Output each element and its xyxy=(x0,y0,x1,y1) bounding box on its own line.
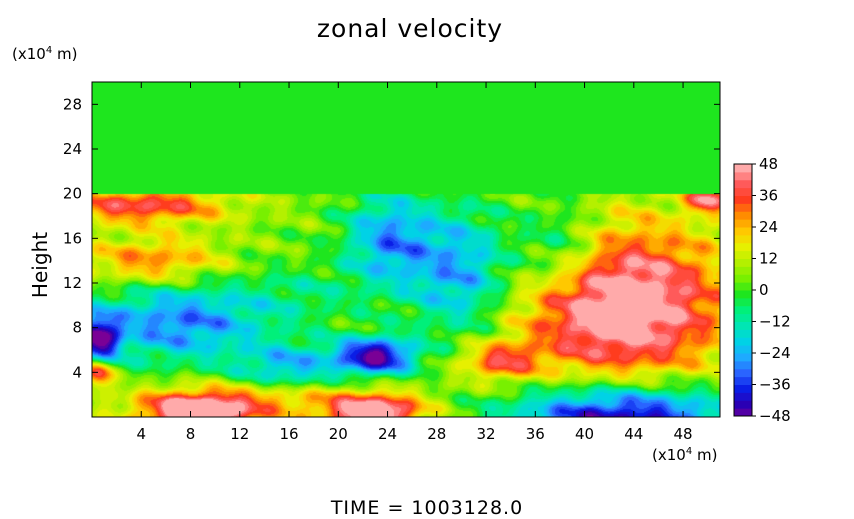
x-tick-label: 20 xyxy=(329,425,348,443)
x-tick-label: 12 xyxy=(230,425,249,443)
colorbar-band xyxy=(734,345,752,354)
colorbar-band xyxy=(734,313,752,322)
colorbar-band xyxy=(734,171,752,181)
colorbar: 48 36 24 12 0 −12 −24 −36 −48 xyxy=(733,155,791,425)
colorbar-band xyxy=(734,290,752,299)
x-axis-unit: (x104 m) xyxy=(652,446,717,464)
colorbar-band xyxy=(734,321,752,330)
colorbar-band xyxy=(734,258,752,267)
x-tick-label: 48 xyxy=(674,425,693,443)
colorbar-band xyxy=(734,164,752,173)
colorbar-tick-label: 36 xyxy=(759,187,778,205)
colorbar-band xyxy=(734,353,752,362)
colorbar-band xyxy=(734,297,752,307)
colorbar-band xyxy=(734,242,752,252)
x-unit-suffix: m) xyxy=(692,446,718,464)
plot-frame xyxy=(91,81,721,418)
colorbar-tick-label: 12 xyxy=(759,250,778,268)
y-tick-label: 16 xyxy=(63,229,82,247)
colorbar-band xyxy=(734,227,752,236)
x-tick-label: 16 xyxy=(279,425,298,443)
chart-title: zonal velocity xyxy=(316,14,504,43)
plot-border xyxy=(91,81,721,418)
colorbar-band xyxy=(734,219,752,228)
colorbar-tick-label: −48 xyxy=(759,407,791,425)
y-unit-suffix: m) xyxy=(52,45,78,63)
x-tick-label: 24 xyxy=(378,425,397,443)
x-tick-label: 32 xyxy=(476,425,495,443)
colorbar-band xyxy=(734,250,752,259)
colorbar-tick-label: 0 xyxy=(759,281,769,299)
colorbar-band xyxy=(734,179,752,189)
colorbar-band xyxy=(734,305,752,315)
colorbar-band xyxy=(734,384,752,393)
x-tick-label: 4 xyxy=(136,425,146,443)
y-axis-ticks: 4 8 12 16 20 24 28 xyxy=(63,95,720,381)
colorbar-band xyxy=(734,360,752,370)
y-tick-label: 28 xyxy=(63,95,82,113)
colorbar-band xyxy=(734,234,752,244)
y-tick-label: 24 xyxy=(63,140,82,158)
colorbar-tick-label: −24 xyxy=(759,344,791,362)
velocity-field xyxy=(92,82,720,417)
time-footer: TIME = 1003128.0 xyxy=(330,497,524,519)
colorbar-band xyxy=(734,408,752,417)
colorbar-band xyxy=(734,266,752,275)
colorbar-band xyxy=(734,329,752,338)
colorbar-band xyxy=(734,400,752,409)
x-tick-label: 36 xyxy=(526,425,545,443)
colorbar-band xyxy=(734,337,752,346)
colorbar-band xyxy=(734,211,752,220)
x-tick-label: 28 xyxy=(427,425,446,443)
colorbar-band xyxy=(734,203,752,212)
colorbar-band xyxy=(734,368,752,378)
x-unit-exponent: 4 xyxy=(685,446,693,457)
x-tick-label: 8 xyxy=(186,425,196,443)
colorbar-band xyxy=(734,282,752,291)
y-tick-label: 12 xyxy=(63,274,82,292)
x-unit-prefix: (x10 xyxy=(652,446,686,464)
colorbar-tick-label: −12 xyxy=(759,313,791,331)
colorbar-tick-label: 48 xyxy=(759,155,778,173)
field-holder xyxy=(92,82,720,417)
colorbar-band xyxy=(734,376,752,385)
colorbar-tick-label: −36 xyxy=(759,376,791,394)
y-unit-exponent: 4 xyxy=(45,45,53,56)
colorbar-band xyxy=(734,187,752,196)
x-tick-label: 44 xyxy=(624,425,643,443)
x-tick-label: 40 xyxy=(575,425,594,443)
colorbar-band xyxy=(734,274,752,283)
x-axis-ticks: 4 8 12 16 20 24 28 32 36 40 44 48 xyxy=(136,82,693,443)
colorbar-tick-label: 24 xyxy=(759,218,778,236)
y-tick-label: 20 xyxy=(63,185,82,203)
y-axis-unit: (x104 m) xyxy=(12,45,77,63)
y-tick-label: 4 xyxy=(72,363,82,381)
y-unit-prefix: (x10 xyxy=(12,45,46,63)
colorbar-band xyxy=(734,195,752,204)
y-tick-label: 8 xyxy=(72,319,82,337)
colorbar-band xyxy=(734,392,752,401)
